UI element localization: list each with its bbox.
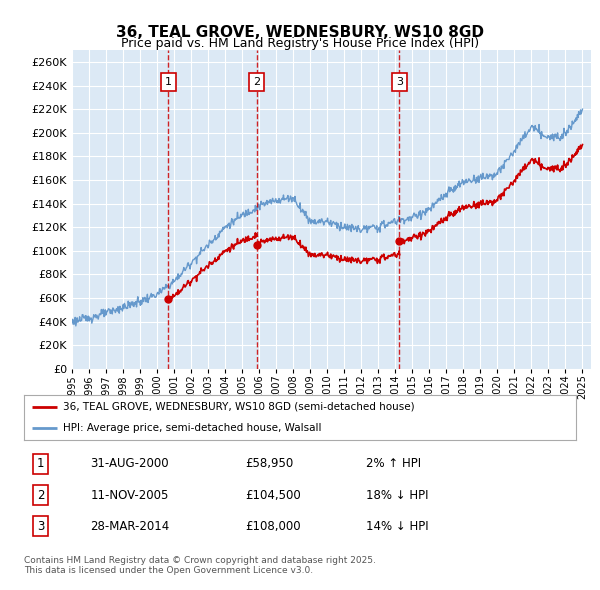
Text: HPI: Average price, semi-detached house, Walsall: HPI: Average price, semi-detached house,…	[62, 423, 321, 433]
Text: Contains HM Land Registry data © Crown copyright and database right 2025.
This d: Contains HM Land Registry data © Crown c…	[24, 556, 376, 575]
Text: 1: 1	[165, 77, 172, 87]
Text: £108,000: £108,000	[245, 520, 301, 533]
Text: 31-AUG-2000: 31-AUG-2000	[90, 457, 169, 470]
Text: 14% ↓ HPI: 14% ↓ HPI	[366, 520, 429, 533]
Text: £58,950: £58,950	[245, 457, 293, 470]
Text: 2% ↑ HPI: 2% ↑ HPI	[366, 457, 421, 470]
Text: Price paid vs. HM Land Registry's House Price Index (HPI): Price paid vs. HM Land Registry's House …	[121, 37, 479, 50]
Text: 3: 3	[37, 520, 44, 533]
Text: 18% ↓ HPI: 18% ↓ HPI	[366, 489, 429, 502]
Text: 1: 1	[37, 457, 44, 470]
Text: 2: 2	[37, 489, 44, 502]
Text: 11-NOV-2005: 11-NOV-2005	[90, 489, 169, 502]
Text: £104,500: £104,500	[245, 489, 301, 502]
Text: 28-MAR-2014: 28-MAR-2014	[90, 520, 169, 533]
Text: 36, TEAL GROVE, WEDNESBURY, WS10 8GD: 36, TEAL GROVE, WEDNESBURY, WS10 8GD	[116, 25, 484, 40]
Text: 2: 2	[253, 77, 260, 87]
Text: 36, TEAL GROVE, WEDNESBURY, WS10 8GD (semi-detached house): 36, TEAL GROVE, WEDNESBURY, WS10 8GD (se…	[62, 402, 414, 412]
Text: 3: 3	[396, 77, 403, 87]
